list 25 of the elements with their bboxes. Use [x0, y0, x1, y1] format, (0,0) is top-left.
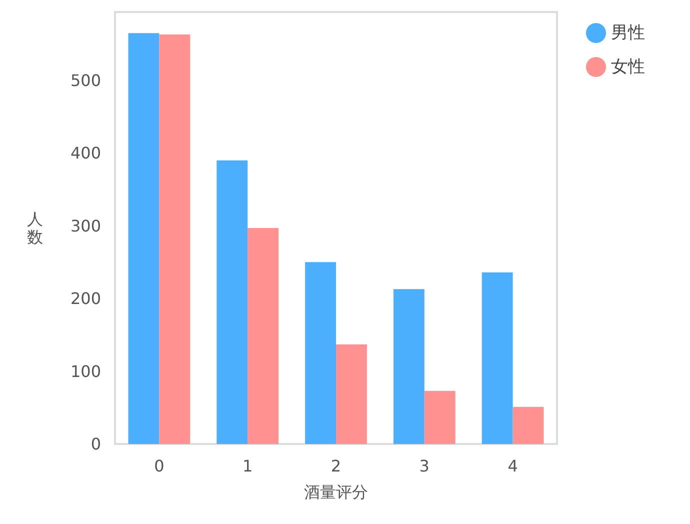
bar [128, 33, 160, 444]
y-tick-label: 0 [90, 434, 101, 454]
y-tick-label: 200 [70, 289, 101, 308]
x-tick-label: 3 [419, 456, 430, 476]
bar [159, 34, 190, 444]
bar [305, 262, 336, 444]
x-tick-label: 2 [330, 456, 342, 476]
bar [482, 272, 513, 444]
x-tick-label: 0 [154, 456, 164, 476]
x-tick-label: 1 [242, 456, 253, 476]
bar [248, 228, 279, 444]
y-tick-label: 100 [70, 362, 101, 381]
bar [512, 406, 544, 444]
y-tick-label: 300 [70, 216, 101, 236]
bar [424, 390, 456, 444]
y-tick-label: 500 [70, 70, 101, 90]
y-axis-title: 人数 [27, 210, 43, 246]
y-tick-label: 400 [70, 144, 101, 163]
legend-label: 男性 [611, 23, 645, 43]
bar [336, 344, 367, 444]
x-axis-title: 酒量评分 [304, 482, 368, 502]
bar [393, 289, 424, 444]
x-tick-label: 4 [508, 456, 518, 476]
bar [216, 160, 248, 444]
legend-label: 女性 [611, 57, 645, 77]
